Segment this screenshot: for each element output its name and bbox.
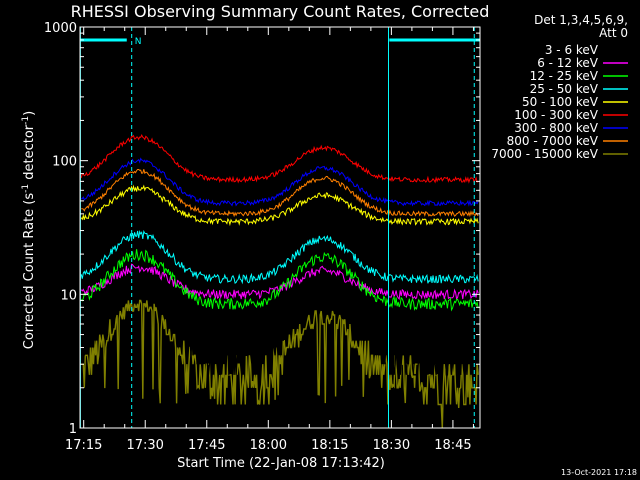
legend-label-2: 12 - 25 keV bbox=[530, 69, 599, 83]
y-tick-label-1: 10 bbox=[60, 288, 77, 303]
footer-date: 13-Oct-2021 17:18 bbox=[561, 468, 637, 477]
legend-label-6: 300 - 800 keV bbox=[514, 121, 598, 135]
plot-frame bbox=[79, 26, 481, 429]
x-tick-label-5: 18:30 bbox=[373, 438, 410, 453]
x-tick-label-0: 17:15 bbox=[65, 438, 102, 453]
axes-layer: 17:15 17:30 17:45 18:00 18:15 18:30 18:45 1 10 10… bbox=[44, 21, 480, 453]
legend-label-0: 3 - 6 keV bbox=[545, 43, 599, 57]
legend-header-1: Det 1,3,4,5,6,9, bbox=[534, 13, 628, 27]
legend-label-3: 25 - 50 keV bbox=[530, 82, 599, 96]
series-line-4 bbox=[80, 184, 479, 227]
x-tick-label-3: 18:00 bbox=[250, 438, 287, 453]
series-line-7 bbox=[81, 169, 479, 218]
legend-header-2: Att 0 bbox=[599, 26, 628, 40]
y-axis-label: Corrected Count Rate (s-1 detector-1) bbox=[21, 111, 37, 349]
series-line-6 bbox=[81, 157, 479, 207]
series-line-5 bbox=[80, 133, 479, 184]
series-layer bbox=[80, 133, 479, 429]
legend-label-5: 100 - 300 keV bbox=[514, 108, 598, 122]
x-tick-label-4: 18:15 bbox=[311, 438, 348, 453]
x-axis-label: Start Time (22-Jan-08 17:13:42) bbox=[177, 456, 385, 471]
legend-label-4: 50 - 100 keV bbox=[522, 95, 599, 109]
y-label-sup1: -1 bbox=[21, 184, 31, 193]
y-label-main: Corrected Count Rate (s bbox=[22, 193, 37, 350]
y-label-end: ) bbox=[22, 111, 37, 116]
flag-label: N bbox=[135, 37, 142, 47]
y-tick-label-0: 1 bbox=[69, 422, 77, 437]
legend-label-7: 800 - 7000 keV bbox=[507, 134, 599, 148]
y-tick-label-3: 1000 bbox=[44, 21, 77, 36]
legend-label-8: 7000 - 15000 keV bbox=[491, 147, 598, 161]
series-line-8 bbox=[81, 299, 479, 429]
x-tick-label-1: 17:30 bbox=[126, 438, 163, 453]
y-label-sup2: -1 bbox=[21, 116, 31, 125]
series-line-0 bbox=[80, 274, 479, 376]
y-label-mid: detector bbox=[22, 124, 37, 184]
legend-label-1: 6 - 12 keV bbox=[537, 56, 599, 70]
y-tick-label-2: 100 bbox=[52, 155, 77, 170]
series-line-3 bbox=[80, 229, 479, 285]
series-line-2 bbox=[80, 249, 479, 312]
chart-title: RHESSI Observing Summary Count Rates, Co… bbox=[71, 2, 490, 21]
x-tick-label-2: 17:45 bbox=[188, 438, 225, 453]
x-tick-label-6: 18:45 bbox=[434, 438, 471, 453]
